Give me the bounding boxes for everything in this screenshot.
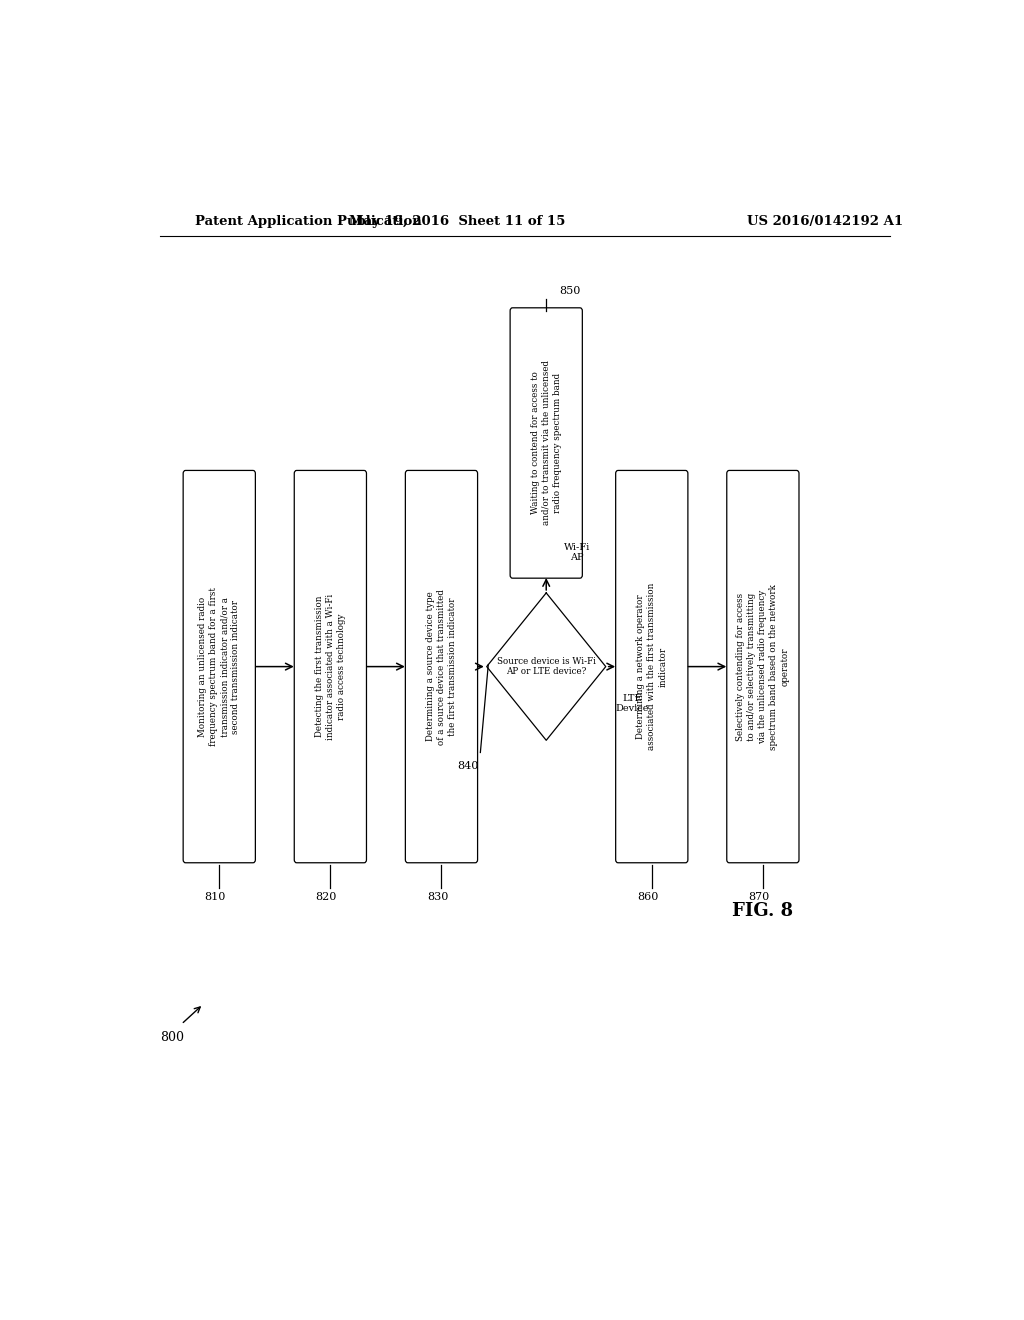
Text: 820: 820 bbox=[315, 892, 337, 903]
Text: 840: 840 bbox=[458, 760, 479, 771]
Text: FIG. 8: FIG. 8 bbox=[732, 902, 794, 920]
Text: 850: 850 bbox=[559, 285, 581, 296]
Text: Selectively contending for access
to and/or selectively transmitting
via the unl: Selectively contending for access to and… bbox=[736, 583, 790, 750]
Text: Monitoring an unlicensed radio
frequency spectrum band for a first
transmission : Monitoring an unlicensed radio frequency… bbox=[198, 587, 241, 746]
Text: Wi-Fi
AP: Wi-Fi AP bbox=[563, 543, 590, 562]
Polygon shape bbox=[486, 593, 606, 741]
Text: Determining a source device type
of a source device that transmitted
the first t: Determining a source device type of a so… bbox=[426, 589, 457, 744]
FancyBboxPatch shape bbox=[615, 470, 688, 863]
FancyBboxPatch shape bbox=[183, 470, 255, 863]
Text: Detecting the first transmission
indicator associated with a Wi-Fi
radio access : Detecting the first transmission indicat… bbox=[314, 594, 346, 739]
Text: May 19, 2016  Sheet 11 of 15: May 19, 2016 Sheet 11 of 15 bbox=[349, 215, 565, 228]
FancyBboxPatch shape bbox=[510, 308, 583, 578]
Text: Patent Application Publication: Patent Application Publication bbox=[196, 215, 422, 228]
Text: 860: 860 bbox=[637, 892, 658, 903]
Text: 830: 830 bbox=[427, 892, 449, 903]
FancyBboxPatch shape bbox=[727, 470, 799, 863]
Text: 810: 810 bbox=[205, 892, 226, 903]
FancyBboxPatch shape bbox=[294, 470, 367, 863]
Text: 870: 870 bbox=[749, 892, 770, 903]
FancyBboxPatch shape bbox=[406, 470, 477, 863]
Text: Waiting to contend for access to
and/or to transmit via the unlicensed
radio fre: Waiting to contend for access to and/or … bbox=[530, 360, 562, 525]
Text: US 2016/0142192 A1: US 2016/0142192 A1 bbox=[748, 215, 903, 228]
Text: LTE
Device: LTE Device bbox=[615, 694, 649, 713]
Text: Determining a network operator
associated with the first transmission
indicator: Determining a network operator associate… bbox=[636, 583, 668, 750]
Text: 800: 800 bbox=[160, 1031, 183, 1044]
Text: Source device is Wi-Fi
AP or LTE device?: Source device is Wi-Fi AP or LTE device? bbox=[497, 657, 596, 676]
